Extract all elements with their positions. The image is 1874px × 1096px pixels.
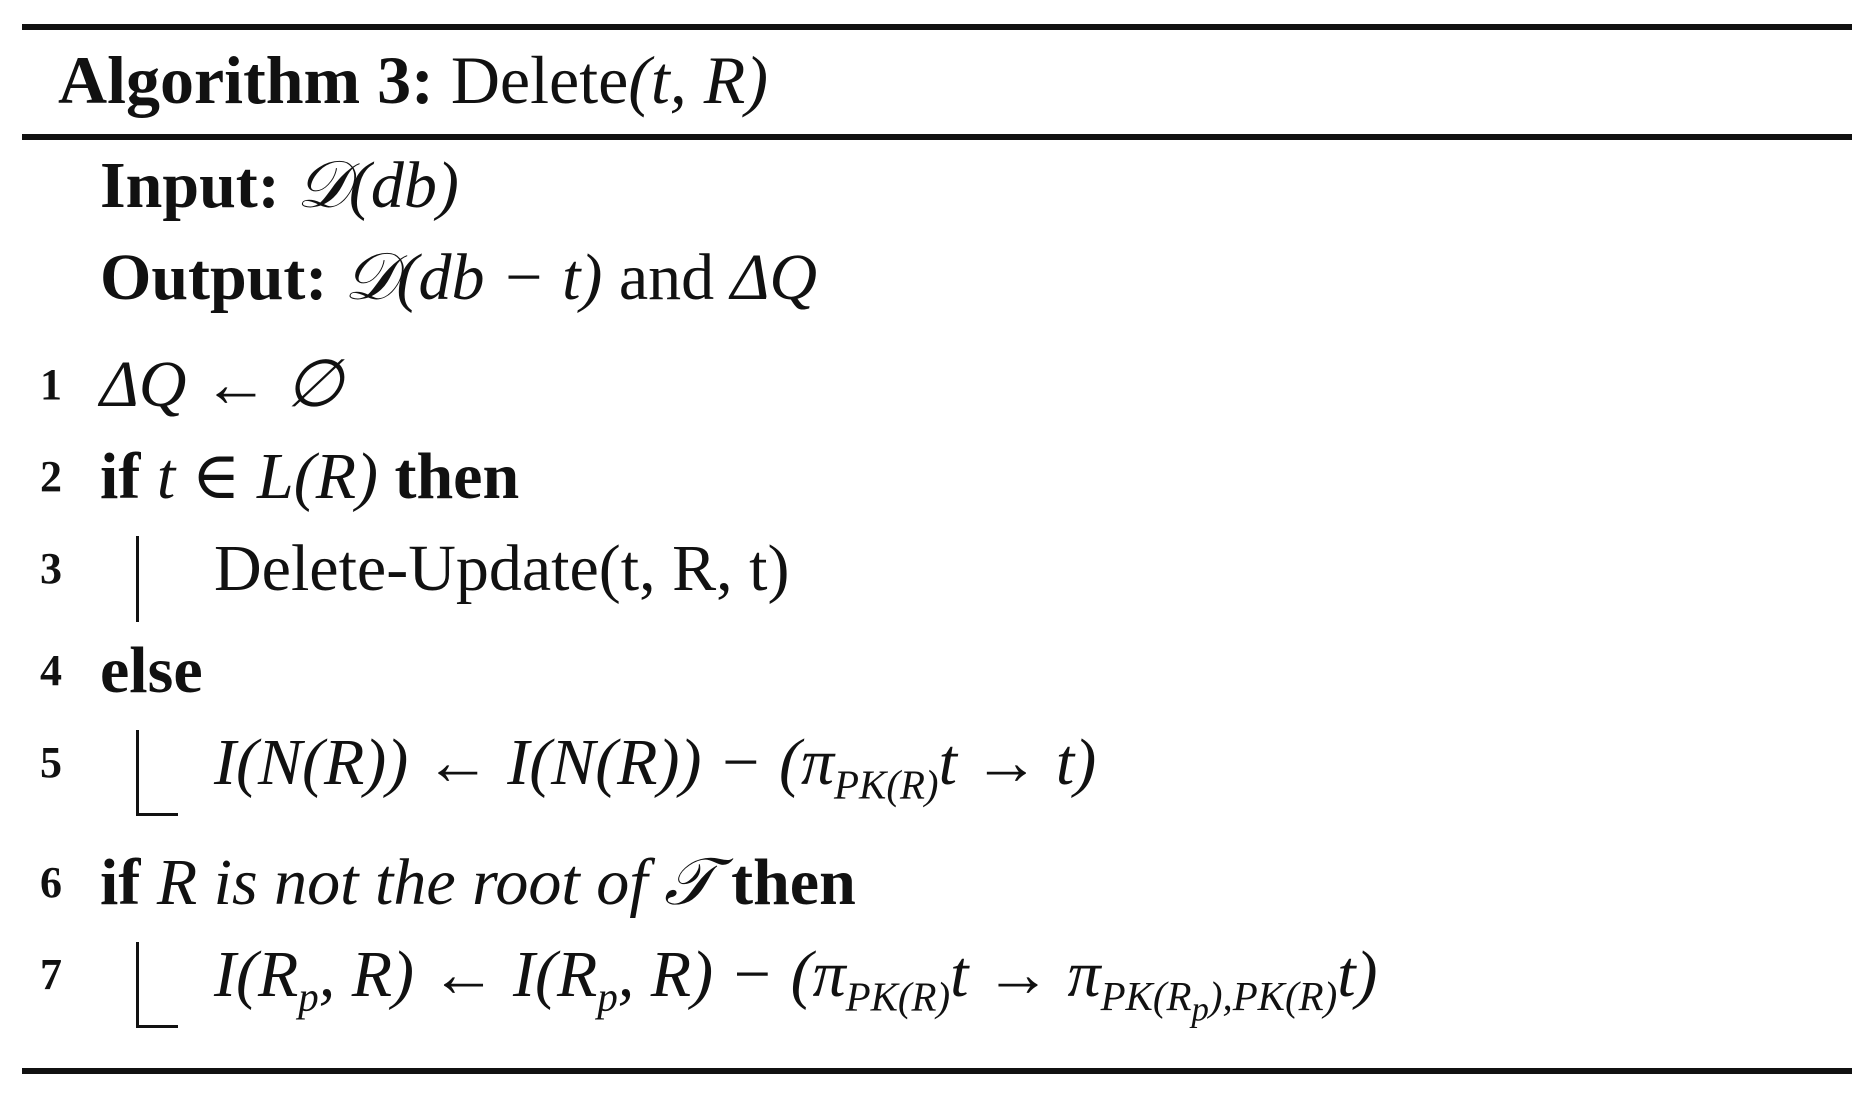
line-number: 2 xyxy=(40,452,62,501)
input-value: 𝒟(db) xyxy=(296,149,459,222)
line-number: 4 xyxy=(40,646,62,695)
line-number: 5 xyxy=(40,738,62,787)
output-line: Output: 𝒟(db − t) and ΔQ xyxy=(100,238,817,318)
condition: R is not the root of 𝒯 xyxy=(156,846,715,919)
subscript: PK(R) xyxy=(834,762,939,808)
keyword-if: if xyxy=(100,440,141,513)
output-delta: ΔQ xyxy=(730,241,818,314)
subscript: p xyxy=(597,974,618,1020)
expr-lhs: I(N(R)) ← I(N(R)) − (π xyxy=(214,726,835,799)
block-bar xyxy=(136,730,139,816)
block-bar xyxy=(136,942,139,1028)
expr-part: t → π xyxy=(950,938,1101,1011)
expr-part: t) xyxy=(1337,938,1378,1011)
block-bar xyxy=(136,536,139,622)
line-code: I(N(R)) ← I(N(R)) − (πPK(R)t → t) xyxy=(214,718,1096,808)
keyword-else: else xyxy=(100,634,203,707)
algorithm-line-5: 5 I(N(R)) ← I(N(R)) − (πPK(R)t → t) xyxy=(0,718,1874,808)
algorithm-line-6: 6 if R is not the root of 𝒯 then xyxy=(0,838,1874,928)
line-code: I(Rp, R) ← I(Rp, R) − (πPK(R)t → πPK(Rp)… xyxy=(214,930,1378,1027)
output-value: 𝒟(db − t) xyxy=(343,241,603,314)
line-code: Delete-Update(t, R, t) xyxy=(214,532,790,605)
algorithm-args: (t, R) xyxy=(628,42,768,118)
algorithm-line-4: 4 else xyxy=(0,626,1874,716)
subscript-part: ),PK(R) xyxy=(1208,974,1338,1020)
output-label: Output: xyxy=(100,241,328,314)
line-number: 1 xyxy=(40,360,62,409)
expr-part: , R) ← I(R xyxy=(318,938,598,1011)
subscript: p xyxy=(298,974,319,1020)
line-number: 7 xyxy=(40,950,62,999)
subscript-part: PK(R xyxy=(1100,974,1192,1020)
algorithm-title: Algorithm 3: Delete(t, R) xyxy=(58,40,768,120)
algorithm-line-1: 1 ΔQ ← ∅ xyxy=(0,340,1874,430)
block-foot xyxy=(136,1025,178,1028)
output-conj: and xyxy=(618,241,715,314)
line-number: 6 xyxy=(40,858,62,907)
subscript: PK(R) xyxy=(845,974,951,1020)
line-number: 3 xyxy=(40,544,62,593)
expr-part: , R) − (π xyxy=(617,938,846,1011)
nested-subscript: p xyxy=(1191,989,1209,1029)
top-rule xyxy=(22,24,1852,30)
block-foot xyxy=(136,813,178,816)
algorithm-line-2: 2 if t ∈ L(R) then xyxy=(0,432,1874,522)
algorithm-label: Algorithm 3: xyxy=(58,42,434,118)
line-code: ΔQ ← ∅ xyxy=(100,348,343,421)
algorithm-line-3: 3 Delete-Update(t, R, t) xyxy=(0,524,1874,614)
line-code: if t ∈ L(R) then xyxy=(100,432,519,522)
subscript: PK(Rp),PK(R) xyxy=(1100,974,1338,1026)
expr-part: I(R xyxy=(214,938,299,1011)
header-rule xyxy=(22,134,1852,140)
algorithm-line-7: 7 I(Rp, R) ← I(Rp, R) − (πPK(R)t → πPK(R… xyxy=(0,930,1874,1027)
bottom-rule xyxy=(22,1068,1852,1074)
input-label: Input: xyxy=(100,149,280,222)
condition: t ∈ L(R) xyxy=(156,440,378,513)
line-code: if R is not the root of 𝒯 then xyxy=(100,838,856,928)
algorithm-name: Delete xyxy=(450,42,629,118)
keyword-if: if xyxy=(100,846,141,919)
expr-rhs: t → t) xyxy=(938,726,1097,799)
input-line: Input: 𝒟(db) xyxy=(100,146,459,226)
keyword-then: then xyxy=(394,440,520,513)
keyword-then: then xyxy=(731,846,856,919)
